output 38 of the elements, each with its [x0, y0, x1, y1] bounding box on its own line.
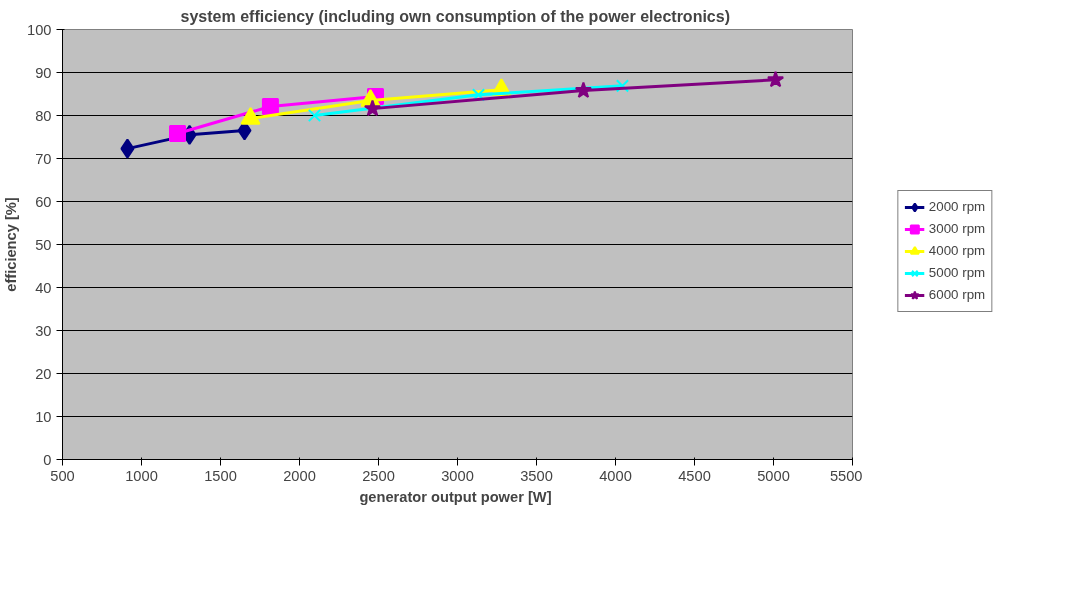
- point: [766, 70, 785, 88]
- point: [574, 81, 593, 99]
- x-tick-label: 3000: [441, 467, 474, 484]
- y-tick-label: 40: [35, 279, 52, 296]
- y-tick-label: 10: [35, 408, 52, 425]
- x-tick-label: 500: [50, 467, 75, 484]
- legend-label: 2000 rpm: [928, 199, 986, 214]
- chart-title: system efficiency (including own consumption of the power electronics): [180, 7, 730, 25]
- legend-label: 5000 rpm: [928, 265, 986, 280]
- y-tick-label: 30: [35, 322, 52, 339]
- x-tick-label: 4000: [599, 467, 632, 484]
- y-tick-label: 60: [35, 193, 52, 210]
- legend-label: 6000 rpm: [928, 287, 986, 302]
- y-tick-label: 80: [35, 107, 52, 124]
- point: [615, 79, 630, 93]
- x-tick-label: 2000: [283, 467, 316, 484]
- point: [169, 125, 187, 143]
- legend-label: 3000 rpm: [928, 221, 986, 236]
- x-axis-title: generator output power [W]: [359, 488, 552, 505]
- y-tick-label: 0: [43, 451, 52, 468]
- legend-label: 4000 rpm: [928, 243, 986, 258]
- x-tick-label: 1500: [204, 467, 237, 484]
- point: [261, 97, 279, 115]
- y-axis-title: efficiency [%]: [3, 197, 20, 292]
- y-tick-label: 50: [35, 236, 52, 253]
- x-tick-label: 5000: [757, 467, 790, 484]
- x-tick-label: 3500: [520, 467, 553, 484]
- point: [120, 138, 135, 159]
- x-tick-label: 4500: [678, 467, 711, 484]
- x-tick-label: 2500: [362, 467, 395, 484]
- y-tick-label: 70: [35, 150, 52, 167]
- point: [307, 108, 322, 123]
- point: [363, 99, 382, 117]
- x-tick-label: 5500: [829, 467, 863, 484]
- y-tick-label: 100: [27, 21, 52, 38]
- y-tick-label: 20: [35, 365, 52, 382]
- x-tick-label: 1000: [125, 467, 158, 484]
- y-tick-label: 90: [35, 64, 52, 81]
